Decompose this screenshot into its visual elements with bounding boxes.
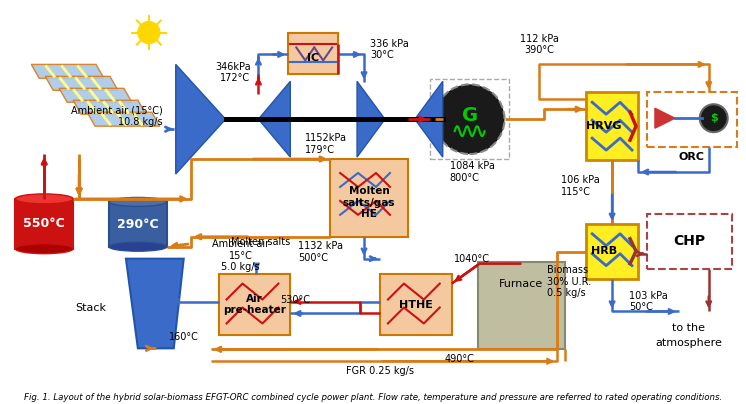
Text: 160°C: 160°C — [169, 332, 198, 342]
Text: 346kPa
172°C: 346kPa 172°C — [215, 61, 251, 83]
Bar — [380, 274, 452, 335]
Polygon shape — [415, 81, 442, 157]
Text: Ambient air (15°C)
10.8 kg/s: Ambient air (15°C) 10.8 kg/s — [71, 105, 163, 127]
Bar — [586, 92, 638, 160]
Text: atmosphere: atmosphere — [656, 339, 722, 348]
Text: 336 kPa
30°C: 336 kPa 30°C — [370, 39, 409, 60]
Text: G: G — [462, 106, 477, 125]
Text: FGR 0.25 kg/s: FGR 0.25 kg/s — [346, 366, 414, 376]
Polygon shape — [357, 81, 385, 157]
Polygon shape — [176, 64, 225, 174]
Polygon shape — [655, 108, 675, 128]
Ellipse shape — [16, 244, 73, 254]
Text: 1040°C: 1040°C — [454, 254, 489, 264]
Text: to the: to the — [672, 324, 705, 333]
Text: Fig. 1. Layout of the hybrid solar-biomass EFGT-ORC combined cycle power plant. : Fig. 1. Layout of the hybrid solar-bioma… — [24, 393, 722, 402]
Bar — [288, 33, 338, 74]
Bar — [586, 224, 638, 279]
Polygon shape — [59, 88, 132, 102]
Text: 550°C: 550°C — [23, 217, 65, 230]
Polygon shape — [126, 259, 184, 348]
Text: 530°C: 530°C — [280, 295, 310, 305]
Text: Air
pre-heater: Air pre-heater — [223, 294, 286, 315]
Text: 1084 kPa
800°C: 1084 kPa 800°C — [450, 161, 495, 183]
Bar — [647, 92, 736, 147]
Polygon shape — [46, 76, 118, 90]
Bar — [330, 159, 408, 237]
Text: 103 kPa
50°C: 103 kPa 50°C — [629, 291, 668, 312]
Text: 112 kPa
390°C: 112 kPa 390°C — [520, 34, 559, 55]
Text: 106 kPa
115°C: 106 kPa 115°C — [561, 175, 600, 197]
Text: HRVG: HRVG — [586, 121, 622, 131]
Text: Stack: Stack — [75, 303, 107, 314]
Text: ORC: ORC — [679, 152, 705, 162]
Bar — [430, 79, 510, 159]
Polygon shape — [31, 64, 104, 78]
Bar — [477, 262, 565, 349]
Polygon shape — [258, 81, 290, 157]
Text: Ambient air
15°C
5.0 kg/s: Ambient air 15°C 5.0 kg/s — [212, 239, 269, 272]
Text: IC: IC — [307, 53, 319, 63]
Ellipse shape — [109, 198, 167, 206]
Text: 490°C: 490°C — [445, 354, 474, 364]
Circle shape — [700, 104, 727, 132]
Circle shape — [138, 21, 160, 44]
Ellipse shape — [109, 242, 167, 251]
Polygon shape — [73, 100, 146, 114]
Bar — [219, 274, 290, 335]
Text: 290°C: 290°C — [117, 218, 159, 231]
Text: 1132 kPa
500°C: 1132 kPa 500°C — [298, 241, 343, 263]
Bar — [16, 199, 73, 249]
Text: 1152kPa
179°C: 1152kPa 179°C — [305, 133, 347, 155]
Text: $: $ — [710, 113, 718, 123]
Bar — [647, 214, 732, 269]
Text: Molten salts: Molten salts — [231, 237, 289, 247]
Bar — [109, 202, 167, 247]
Text: CHP: CHP — [673, 234, 706, 248]
Text: Molten
salts/gas
HE: Molten salts/gas HE — [342, 186, 395, 219]
Circle shape — [435, 84, 504, 154]
Text: Furnace: Furnace — [499, 279, 544, 288]
Text: Biomass
30% U.R.
0.5 kg/s: Biomass 30% U.R. 0.5 kg/s — [548, 265, 592, 298]
Text: HTHE: HTHE — [399, 299, 433, 309]
Text: HRB: HRB — [591, 246, 617, 256]
Ellipse shape — [16, 194, 73, 204]
Polygon shape — [87, 112, 160, 126]
